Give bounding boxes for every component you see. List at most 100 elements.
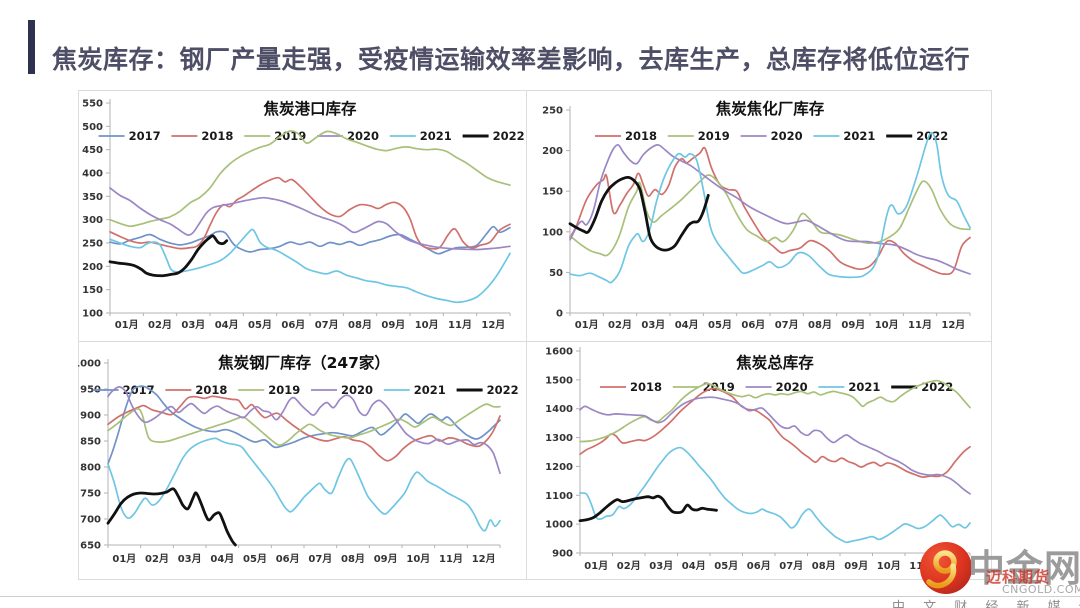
x-axis-label: 08月 bbox=[808, 319, 832, 331]
series-2022-line bbox=[568, 175, 710, 252]
y-axis-label: 1300 bbox=[545, 433, 573, 444]
y-axis-label: 900 bbox=[552, 549, 573, 560]
x-axis-label: 09月 bbox=[841, 319, 865, 331]
watermark-overlay-text: 迈科期货 bbox=[986, 568, 1051, 586]
x-axis-label: 05月 bbox=[248, 319, 272, 331]
legend-label-2020: 2020 bbox=[776, 380, 808, 394]
page-title: 焦炭库存：钢厂产量走强，受疫情运输效率差影响，去库生产，总库存将低位运行 bbox=[52, 45, 971, 74]
y-axis-label: 250 bbox=[542, 106, 563, 117]
legend-label-2018: 2018 bbox=[630, 380, 662, 394]
x-axis-label: 07月 bbox=[315, 319, 339, 331]
y-axis-label: 450 bbox=[82, 145, 103, 156]
chart-total-inventory: 1600 1500 1400 1300 1200 1100 1000 900 01月 02月 03月… bbox=[538, 343, 990, 584]
legend-label-2020: 2020 bbox=[771, 129, 803, 143]
y-axis-label: 550 bbox=[82, 99, 103, 110]
y-axis-label: 1200 bbox=[545, 462, 573, 473]
legend-label-2018: 2018 bbox=[195, 383, 227, 397]
legend-label-2019: 2019 bbox=[274, 129, 306, 143]
legend-label-2021: 2021 bbox=[843, 129, 875, 143]
x-axis-label: 02月 bbox=[617, 560, 641, 572]
x-axis-label: 05月 bbox=[714, 560, 738, 572]
y-axis-label: 150 bbox=[542, 187, 563, 198]
x-axis-label: 12月 bbox=[481, 319, 505, 331]
series-2018-line bbox=[107, 395, 501, 462]
x-axis-label: 11月 bbox=[908, 319, 932, 331]
x-axis-label: 10月 bbox=[415, 319, 439, 331]
y-axis-label: 650 bbox=[80, 541, 101, 552]
x-axis-label: 01月 bbox=[112, 553, 136, 565]
legend-label-2019: 2019 bbox=[698, 129, 730, 143]
series-2017-line bbox=[107, 385, 501, 465]
legend-label-2018: 2018 bbox=[625, 129, 657, 143]
series-2019-line bbox=[107, 403, 501, 447]
x-axis-label: 10月 bbox=[877, 560, 901, 572]
x-axis-label: 01月 bbox=[115, 319, 139, 331]
legend-label-2022: 2022 bbox=[487, 383, 519, 397]
legend-label-2019: 2019 bbox=[703, 380, 735, 394]
x-axis-label: 07月 bbox=[779, 560, 803, 572]
y-axis-label: 350 bbox=[82, 192, 103, 203]
y-axis-label: 200 bbox=[82, 262, 103, 273]
watermark-domain: CNGOLD.COM.CN bbox=[1002, 583, 1080, 596]
x-axis-label: 02月 bbox=[148, 319, 172, 331]
x-axis-label: 04月 bbox=[215, 319, 239, 331]
chart-grid-frame bbox=[78, 90, 992, 580]
series-2022-line bbox=[106, 487, 237, 547]
legend-label-2021: 2021 bbox=[414, 383, 446, 397]
cngold-watermark: 中金网 迈科期货 CNGOLD.COM.CN 中 文 财 经 新 媒 体 bbox=[880, 530, 1080, 608]
y-axis-label: 100 bbox=[82, 309, 103, 320]
x-axis-label: 06月 bbox=[281, 319, 305, 331]
chart-coking-plant-inventory: 250 200 150 100 50 0 01月 02月 03月 04月 05月 06月 07月 08月 0… bbox=[538, 88, 990, 345]
y-axis-label: 1400 bbox=[545, 404, 573, 415]
x-axis-label: 08月 bbox=[348, 319, 372, 331]
y-axis-label: 1600 bbox=[545, 347, 573, 358]
y-axis-label: 100 bbox=[542, 227, 563, 238]
grid-divider-horizontal bbox=[78, 341, 992, 342]
chart-port-inventory: 550 500 450 400 350 300 250 200 150 100 01月 02月 03月 0… bbox=[78, 88, 530, 345]
x-axis-label: 04月 bbox=[675, 319, 699, 331]
x-axis-label: 02月 bbox=[145, 553, 169, 565]
cngold-logo-icon bbox=[920, 542, 972, 594]
x-axis-label: 12月 bbox=[941, 319, 965, 331]
legend-label-2018: 2018 bbox=[201, 129, 233, 143]
x-axis-label: 06月 bbox=[747, 560, 771, 572]
y-axis-label: 0 bbox=[556, 309, 563, 320]
series-2022-line bbox=[108, 234, 229, 278]
y-axis-label: 400 bbox=[82, 169, 103, 180]
x-axis-label: 07月 bbox=[308, 553, 332, 565]
series-2022-line bbox=[578, 494, 718, 523]
legend-label-2017: 2017 bbox=[129, 129, 161, 143]
x-axis-label: 03月 bbox=[649, 560, 673, 572]
series-2019-line bbox=[579, 379, 971, 443]
legend-label-2019: 2019 bbox=[268, 383, 300, 397]
x-axis-label: 04月 bbox=[210, 553, 234, 565]
y-axis-label: 50 bbox=[549, 268, 563, 279]
x-axis-label: 06月 bbox=[741, 319, 765, 331]
x-axis-label: 04月 bbox=[682, 560, 706, 572]
chart-steel-mill-inventory-svg: 1000 950 900 850 800 750 700 650 01月 02月 03月 04月 05月… bbox=[73, 353, 519, 565]
x-axis-label: 03月 bbox=[181, 319, 205, 331]
x-axis-label: 09月 bbox=[844, 560, 868, 572]
y-axis-label: 800 bbox=[80, 463, 101, 474]
watermark-tagline: 中 文 财 经 新 媒 体 bbox=[892, 600, 1080, 608]
y-axis-label: 150 bbox=[82, 285, 103, 296]
legend-label-2020: 2020 bbox=[341, 383, 373, 397]
legend-label-2021: 2021 bbox=[848, 380, 880, 394]
series-2021-line bbox=[569, 131, 971, 284]
series-2017-line bbox=[109, 225, 511, 255]
chart-title: 焦炭港口库存 bbox=[262, 99, 357, 118]
series-2018-line bbox=[109, 176, 511, 250]
series-2020-line bbox=[579, 396, 971, 495]
x-axis-label: 08月 bbox=[341, 553, 365, 565]
series-2020-line bbox=[107, 386, 501, 475]
series-2021-line bbox=[579, 446, 971, 544]
y-axis-label: 1500 bbox=[545, 375, 573, 386]
series-2019-line bbox=[109, 130, 511, 228]
chart-coking-plant-inventory-svg: 250 200 150 100 50 0 01月 02月 03月 04月 05月 06月 07月 08月 0… bbox=[542, 99, 971, 331]
x-axis-label: 07月 bbox=[775, 319, 799, 331]
chart-port-inventory-svg: 550 500 450 400 350 300 250 200 150 100 01月 02月 03月 0… bbox=[82, 99, 524, 332]
x-axis-label: 01月 bbox=[575, 319, 599, 331]
x-axis-label: 12月 bbox=[472, 553, 496, 565]
y-axis-label: 250 bbox=[82, 239, 103, 250]
chart-steel-mill-inventory: 1000 950 900 850 800 750 700 650 01月 02月 03月 04月 05月… bbox=[73, 343, 530, 584]
